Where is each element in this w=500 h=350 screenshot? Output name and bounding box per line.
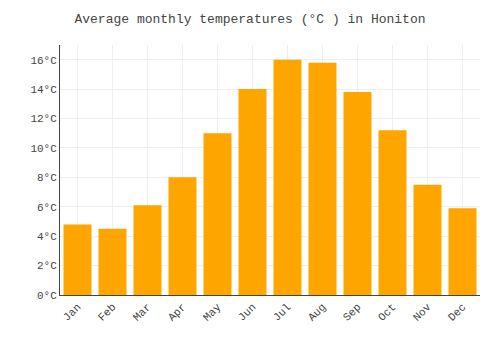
svg-text:12°C: 12°C — [30, 113, 57, 125]
svg-text:Oct: Oct — [376, 301, 398, 323]
svg-text:Nov: Nov — [411, 301, 434, 324]
svg-text:Sep: Sep — [341, 301, 363, 323]
svg-text:Mar: Mar — [131, 301, 153, 323]
svg-text:4°C: 4°C — [37, 231, 57, 243]
svg-text:Aug: Aug — [306, 301, 328, 323]
svg-text:16°C: 16°C — [30, 55, 57, 67]
svg-text:10°C: 10°C — [30, 143, 57, 155]
svg-text:Jan: Jan — [61, 301, 83, 323]
svg-text:6°C: 6°C — [37, 202, 57, 214]
svg-text:Feb: Feb — [96, 301, 118, 323]
svg-text:May: May — [201, 301, 224, 324]
svg-text:Average monthly temperatures (: Average monthly temperatures (°C ) in Ho… — [74, 12, 425, 27]
svg-text:Dec: Dec — [446, 301, 468, 323]
svg-text:2°C: 2°C — [37, 260, 57, 272]
svg-text:Jul: Jul — [271, 301, 293, 323]
svg-text:0°C: 0°C — [37, 290, 57, 302]
svg-text:14°C: 14°C — [30, 84, 57, 96]
svg-text:Jun: Jun — [236, 301, 258, 323]
svg-text:Apr: Apr — [166, 301, 188, 323]
svg-text:8°C: 8°C — [37, 172, 57, 184]
